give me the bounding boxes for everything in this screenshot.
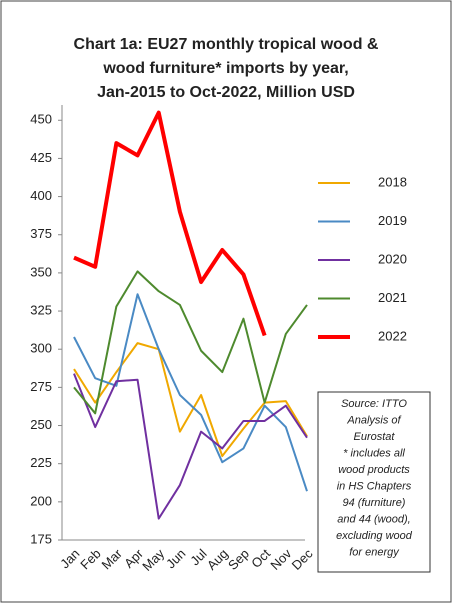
series-line xyxy=(73,342,308,458)
annotation: 94 (furniture) xyxy=(343,497,406,509)
y-tick-label: 375 xyxy=(30,226,52,241)
legend-label: 2019 xyxy=(378,213,407,228)
annotation: * includes all xyxy=(343,447,405,459)
series-line xyxy=(73,373,308,520)
legend-label: 2020 xyxy=(378,251,407,266)
chart-title: Jan-2015 to Oct-2022, Million USD xyxy=(97,84,355,101)
y-tick-label: 325 xyxy=(30,302,52,317)
annotation-box xyxy=(317,391,431,573)
y-tick-label: 175 xyxy=(30,531,52,546)
legend-label: 2022 xyxy=(378,328,407,343)
y-tick-label: 400 xyxy=(30,188,52,203)
annotation: and 44 (wood), xyxy=(337,513,410,525)
y-tick-label: 425 xyxy=(30,150,52,165)
chart-title: Chart 1a: EU27 monthly tropical wood & xyxy=(74,36,379,53)
annotation: excluding wood xyxy=(336,530,413,542)
annotation: Analysis of xyxy=(346,414,401,426)
legend-label: 2018 xyxy=(378,174,407,189)
annotation: wood products xyxy=(338,464,410,476)
annotation: Source: ITTO xyxy=(341,398,407,410)
y-tick-label: 250 xyxy=(30,417,52,432)
legend-label: 2021 xyxy=(378,290,407,305)
y-tick-label: 300 xyxy=(30,341,52,356)
chart-title: wood furniture* imports by year, xyxy=(102,60,348,77)
series-line xyxy=(73,110,267,337)
y-tick-label: 450 xyxy=(30,112,52,127)
annotation: for energy xyxy=(349,546,400,558)
annotation: in HS Chapters xyxy=(337,480,412,492)
y-tick-label: 200 xyxy=(30,493,52,508)
annotation: Eurostat xyxy=(354,431,396,443)
y-tick-label: 275 xyxy=(30,379,52,394)
y-tick-label: 225 xyxy=(30,455,52,470)
series-line xyxy=(73,270,308,415)
y-tick-label: 350 xyxy=(30,264,52,279)
series-line xyxy=(73,293,308,492)
